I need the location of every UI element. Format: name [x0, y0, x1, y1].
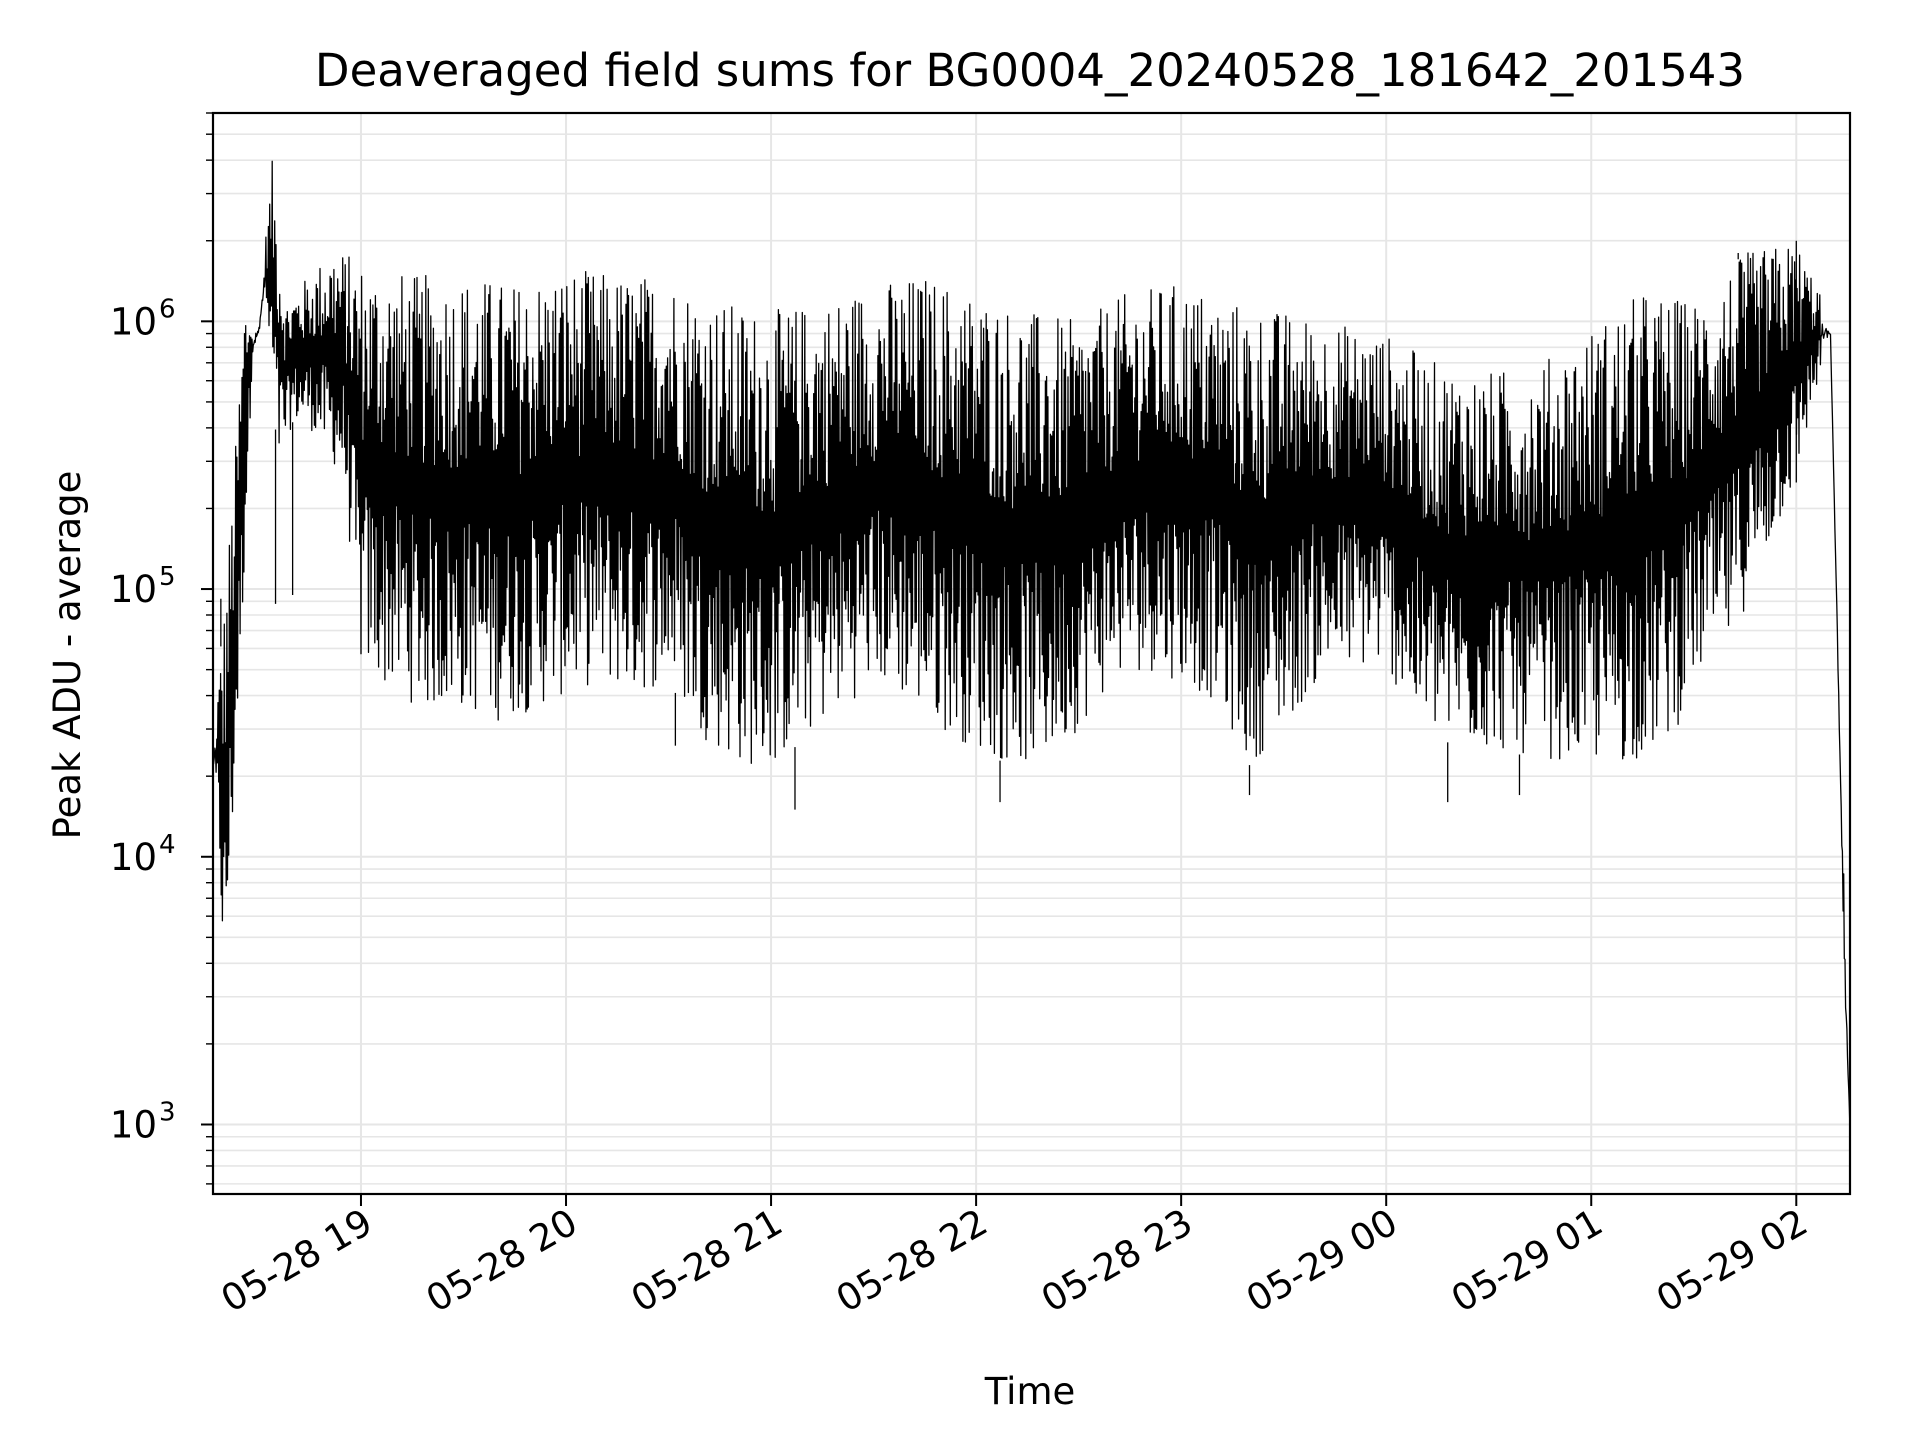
y-axis-label: Peak ADU - average — [46, 471, 89, 840]
y-tick-exponent: 3 — [159, 1097, 176, 1127]
series-line — [212, 160, 1851, 1132]
y-tick-label: 10 — [110, 836, 157, 879]
y-tick-exponent: 4 — [159, 830, 176, 860]
spikes — [220, 240, 1797, 810]
y-tick-label: 10 — [110, 568, 157, 611]
y-tick-label: 10 — [110, 1103, 157, 1146]
y-tick-label: 10 — [110, 300, 157, 343]
y-tick-exponent: 5 — [159, 562, 176, 592]
y-tick-exponent: 6 — [159, 294, 176, 324]
x-axis-label: Time — [984, 1370, 1076, 1413]
plot-frame — [211, 111, 1852, 1196]
chart-title: Deaveraged field sums for BG0004_2024052… — [315, 44, 1745, 97]
